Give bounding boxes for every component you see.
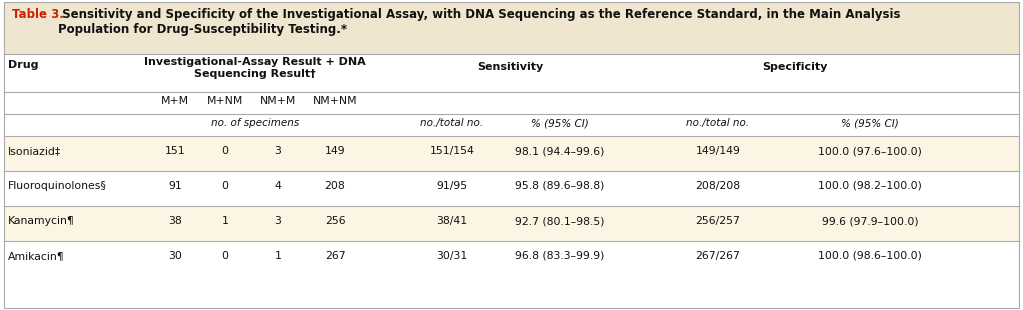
Text: Drug: Drug (8, 60, 39, 70)
Text: 149/149: 149/149 (696, 146, 741, 156)
Text: % (95% CI): % (95% CI) (841, 118, 899, 128)
Text: 100.0 (98.2–100.0): 100.0 (98.2–100.0) (818, 181, 922, 191)
Text: no./total no.: no./total no. (686, 118, 750, 128)
Text: Table 3.: Table 3. (12, 8, 63, 21)
Text: 92.7 (80.1–98.5): 92.7 (80.1–98.5) (516, 216, 605, 226)
Text: 267/267: 267/267 (696, 251, 741, 261)
Text: Fluoroquinolones§: Fluoroquinolones§ (8, 181, 106, 191)
Text: 0: 0 (222, 251, 228, 261)
Text: Specificity: Specificity (762, 62, 828, 72)
Text: 149: 149 (324, 146, 346, 156)
Text: NM+NM: NM+NM (313, 96, 357, 106)
Text: 151: 151 (165, 146, 185, 156)
Text: no./total no.: no./total no. (420, 118, 484, 128)
Text: 38: 38 (168, 216, 182, 226)
Text: Sensitivity and Specificity of the Investigational Assay, with DNA Sequencing as: Sensitivity and Specificity of the Inves… (58, 8, 900, 36)
Text: M+NM: M+NM (207, 96, 243, 106)
Text: Isoniazid‡: Isoniazid‡ (8, 146, 61, 156)
Text: 100.0 (98.6–100.0): 100.0 (98.6–100.0) (818, 251, 922, 261)
Bar (4, 2, 1019, 54)
Text: 1: 1 (222, 216, 228, 226)
Text: M+M: M+M (161, 96, 189, 106)
Text: 3: 3 (274, 146, 281, 156)
Text: 256/257: 256/257 (696, 216, 741, 226)
Bar (4, 206, 1019, 241)
Text: 96.8 (83.3–99.9): 96.8 (83.3–99.9) (516, 251, 605, 261)
Text: Amikacin¶: Amikacin¶ (8, 251, 64, 261)
Text: 30/31: 30/31 (437, 251, 468, 261)
Text: 98.1 (94.4–99.6): 98.1 (94.4–99.6) (516, 146, 605, 156)
Text: 267: 267 (324, 251, 346, 261)
Text: 208: 208 (324, 181, 346, 191)
Text: 99.6 (97.9–100.0): 99.6 (97.9–100.0) (821, 216, 919, 226)
Text: Sensitivity: Sensitivity (477, 62, 543, 72)
Text: 0: 0 (222, 181, 228, 191)
Text: Investigational-Assay Result + DNA
Sequencing Result†: Investigational-Assay Result + DNA Seque… (144, 57, 366, 79)
Text: no. of specimens: no. of specimens (211, 118, 299, 128)
Bar (4, 136, 1019, 171)
Text: 91: 91 (168, 181, 182, 191)
Text: 256: 256 (324, 216, 346, 226)
Text: 151/154: 151/154 (430, 146, 475, 156)
Text: 3: 3 (274, 216, 281, 226)
Text: NM+M: NM+M (260, 96, 297, 106)
Text: 30: 30 (168, 251, 182, 261)
Text: 4: 4 (274, 181, 281, 191)
Text: 0: 0 (222, 146, 228, 156)
Text: 208/208: 208/208 (696, 181, 741, 191)
Text: % (95% CI): % (95% CI) (531, 118, 589, 128)
Text: Kanamycin¶: Kanamycin¶ (8, 216, 75, 226)
Text: 100.0 (97.6–100.0): 100.0 (97.6–100.0) (818, 146, 922, 156)
Text: 1: 1 (274, 251, 281, 261)
Text: 95.8 (89.6–98.8): 95.8 (89.6–98.8) (516, 181, 605, 191)
Text: 38/41: 38/41 (437, 216, 468, 226)
Text: 91/95: 91/95 (437, 181, 468, 191)
